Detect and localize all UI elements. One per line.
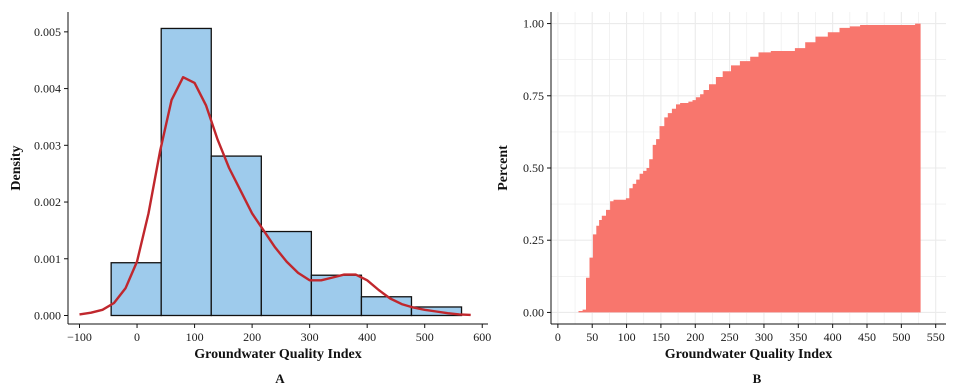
y-axis-title: Percent — [496, 145, 511, 191]
cumulative-area — [578, 23, 921, 313]
y-tick-label: 1.00 — [523, 17, 544, 31]
panel-a-histogram: 0.000 0.001 0.002 0.003 0.004 0.005 −100 0 100 2… — [9, 12, 491, 386]
x-tick-label: 100 — [618, 330, 636, 344]
x-tick-label: 0 — [555, 330, 561, 344]
x-axis-title: Groundwater Quality Index — [665, 347, 833, 362]
x-tick-label: −100 — [67, 330, 92, 344]
panel-label-a: A — [275, 371, 285, 386]
panel-b-cumulative: 0.00 0.25 0.50 0.75 1.00 0 50 100 150 200 250 300 3… — [496, 12, 946, 386]
y-tick-label: 0.50 — [523, 161, 544, 175]
histogram-bar — [260, 230, 313, 317]
y-tick-label: 0.004 — [34, 82, 61, 96]
density-curve — [79, 76, 471, 317]
x-axis-ticks: 0 50 100 150 200 250 300 350 400 450 500 550 — [555, 324, 945, 344]
x-axis-ticks: −100 0 100 200 300 400 500 600 — [67, 324, 491, 344]
panel-label-b: B — [753, 371, 762, 386]
histogram-bar — [160, 27, 212, 317]
x-tick-label: 300 — [755, 330, 773, 344]
y-tick-label: 0.000 — [34, 308, 61, 322]
y-tick-label: 0.003 — [34, 138, 61, 152]
x-tick-label: 600 — [473, 330, 491, 344]
x-tick-label: 200 — [243, 330, 261, 344]
histogram-bar — [360, 296, 413, 317]
y-axis-ticks: 0.000 0.001 0.002 0.003 0.004 0.005 — [34, 25, 68, 322]
x-tick-label: 350 — [789, 330, 807, 344]
y-tick-label: 0.001 — [34, 252, 61, 266]
x-tick-label: 150 — [652, 330, 670, 344]
y-tick-label: 0.00 — [523, 305, 544, 319]
x-tick-label: 250 — [721, 330, 739, 344]
y-axis-ticks: 0.00 0.25 0.50 0.75 1.00 — [523, 17, 551, 319]
histogram-bar — [110, 262, 162, 317]
y-axis-title: Density — [9, 145, 24, 190]
x-tick-label: 0 — [134, 330, 140, 344]
x-tick-label: 50 — [586, 330, 598, 344]
y-tick-label: 0.005 — [34, 25, 61, 39]
y-tick-label: 0.002 — [34, 195, 61, 209]
x-tick-label: 300 — [301, 330, 319, 344]
x-tick-label: 500 — [892, 330, 910, 344]
x-tick-label: 200 — [686, 330, 704, 344]
histogram-bar — [310, 274, 363, 317]
x-tick-label: 400 — [358, 330, 376, 344]
histogram-bars — [110, 27, 463, 317]
x-tick-label: 550 — [927, 330, 945, 344]
x-tick-label: 100 — [186, 330, 204, 344]
x-tick-label: 500 — [416, 330, 434, 344]
x-tick-label: 450 — [858, 330, 876, 344]
y-tick-label: 0.25 — [523, 233, 544, 247]
x-tick-label: 400 — [824, 330, 842, 344]
y-tick-label: 0.75 — [523, 89, 544, 103]
x-axis-title: Groundwater Quality Index — [194, 347, 362, 362]
